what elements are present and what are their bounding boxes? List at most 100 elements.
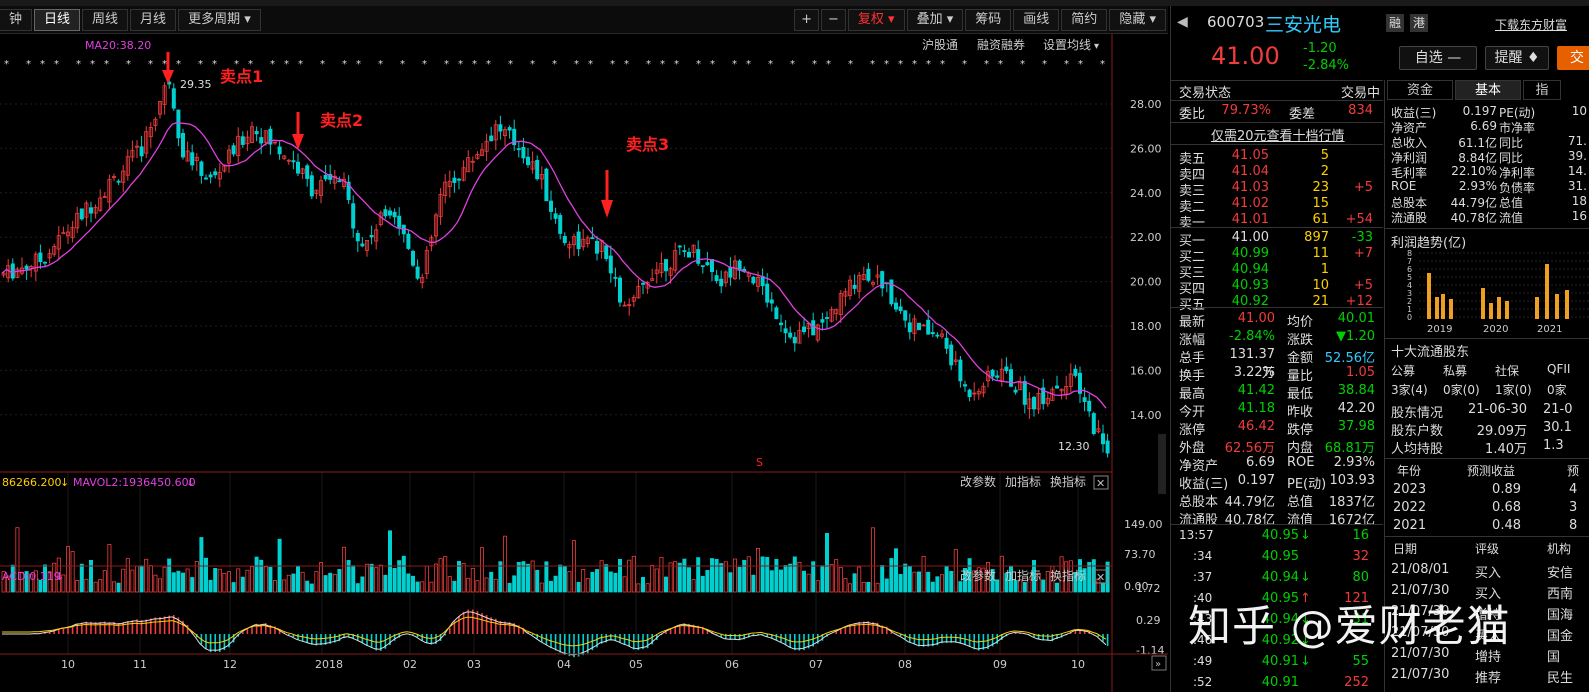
chips-button[interactable]: 筹码: [965, 8, 1012, 31]
macd-close-icon[interactable]: ✕: [1096, 571, 1105, 584]
vol-params-link[interactable]: 改参数: [960, 474, 996, 489]
time-axis-tick: 02: [403, 658, 417, 671]
bid-price: 40.99: [1231, 246, 1269, 261]
draw-line-button[interactable]: 画线: [1013, 8, 1060, 31]
volume-bar: [1101, 582, 1106, 593]
more-period-dropdown[interactable]: 更多周期 ▾: [178, 8, 261, 31]
ma-settings-caret[interactable]: ▾: [1094, 41, 1099, 52]
watermark: 知乎 @爱财老猫: [1188, 602, 1511, 652]
add-watchlist-button[interactable]: 自选 —: [1399, 46, 1477, 70]
volume-bar: [369, 563, 374, 593]
margin-tag[interactable]: 融: [1386, 14, 1404, 32]
zoom-out-button[interactable]: −: [820, 8, 846, 31]
vol-switch-indicator-link[interactable]: 换指标: [1050, 474, 1086, 489]
candle-body: [723, 271, 728, 284]
volume-bar: [171, 572, 176, 593]
volume-bar: [272, 580, 277, 593]
tab-fund[interactable]: 资金: [1387, 80, 1453, 100]
volume-bar: [121, 568, 126, 593]
star-marker: *: [732, 59, 737, 70]
candle-body: [990, 369, 995, 377]
macd-add-indicator-link[interactable]: 加指标: [1005, 568, 1041, 583]
volume-bar: [328, 572, 333, 593]
star-marker: *: [284, 59, 289, 70]
volume-axis-tick: 149.00: [1124, 518, 1163, 531]
candle-body: [659, 263, 664, 274]
hgt-link[interactable]: 沪股通: [922, 38, 958, 52]
hide-dropdown[interactable]: 隐藏 ▾: [1109, 8, 1166, 31]
download-link[interactable]: 下载东方财富: [1495, 18, 1568, 32]
tick-price: 40.91: [1261, 675, 1299, 690]
candle-body: [1022, 381, 1027, 405]
vol-close-button[interactable]: [1093, 475, 1109, 490]
volume-bar: [664, 576, 669, 593]
last-price: 41.00: [1211, 42, 1280, 70]
weicha-label: 委差: [1289, 107, 1316, 122]
star-marker: *: [234, 59, 239, 70]
restore-rights-dropdown[interactable]: 复权 ▾: [847, 8, 905, 31]
bid-level-label: 买三: [1179, 266, 1206, 281]
macd-params-link[interactable]: 改参数: [960, 568, 996, 583]
margin-link[interactable]: 融资融券: [977, 37, 1025, 52]
candle-body: [765, 283, 770, 303]
macd-close-button[interactable]: [1093, 569, 1109, 584]
candle-body: [1096, 428, 1101, 433]
star-marker: *: [552, 59, 557, 70]
vol-add-indicator-link[interactable]: 加指标: [1005, 474, 1041, 489]
volume-bar: [443, 556, 448, 593]
candle-body: [595, 240, 600, 254]
trade-button[interactable]: 交: [1557, 46, 1589, 70]
alert-button[interactable]: 提醒 ♦: [1485, 46, 1549, 70]
volume-bar: [834, 559, 839, 593]
candle-body: [10, 263, 15, 279]
candle-body: [687, 251, 692, 258]
sell-point-1-label: 卖点1: [220, 67, 263, 86]
time-axis-tick: 12: [223, 658, 237, 671]
macd-switch-indicator-link[interactable]: 换指标: [1050, 568, 1086, 583]
vol-close-icon[interactable]: ✕: [1096, 477, 1105, 490]
star-marker: *: [508, 59, 513, 70]
tab-index[interactable]: 指: [1523, 80, 1561, 100]
prev-stock-arrow[interactable]: ◀: [1177, 14, 1188, 30]
volume-bar: [24, 571, 29, 593]
candlestick-chart[interactable]: * * * * * * * * * * * * * * * * * * * * * * * * * * * * * * * * * * * * * * * *…: [0, 34, 1168, 692]
chart-scrollbar[interactable]: [1158, 434, 1166, 494]
volume-bar: [240, 576, 245, 593]
scroll-right-button[interactable]: [1151, 655, 1167, 671]
rating-value: 买入: [1475, 566, 1502, 581]
volume-bar: [576, 581, 581, 593]
monthly-tab[interactable]: 月线: [130, 8, 177, 31]
hk-tag[interactable]: 港: [1410, 14, 1428, 32]
minute-tab[interactable]: 钟: [0, 8, 33, 31]
daily-tab[interactable]: 日线: [34, 8, 81, 31]
volume-bar: [387, 530, 392, 593]
ask-volume: 15: [1312, 196, 1329, 211]
overlay-dropdown[interactable]: 叠加 ▾: [906, 8, 964, 31]
profit-bar: [1489, 303, 1493, 319]
simple-mode-button[interactable]: 简约: [1061, 8, 1108, 31]
volume-bar: [1082, 568, 1087, 593]
volume-bar: [268, 566, 273, 593]
zoom-in-button[interactable]: +: [794, 8, 819, 31]
volume-bar: [953, 549, 958, 593]
volume-bar: [940, 574, 945, 593]
ma-settings-link[interactable]: 设置均线: [1043, 38, 1091, 52]
volume-bar: [618, 558, 623, 593]
candle-body: [875, 274, 880, 278]
candle-body: [907, 322, 912, 333]
volume-bar: [696, 557, 701, 593]
volume-bar: [134, 565, 139, 593]
chevron-right-icon[interactable]: »: [1155, 659, 1161, 670]
volume-bar: [544, 561, 549, 593]
star-marker: *: [884, 59, 889, 70]
volume-bar: [521, 561, 526, 593]
candle-body: [493, 124, 498, 141]
weekly-tab[interactable]: 周线: [82, 8, 129, 31]
volume-bar: [66, 546, 71, 593]
profit-axis-tick: 3: [1407, 289, 1412, 298]
chart-area[interactable]: * * * * * * * * * * * * * * * * * * * * * * * * * * * * * * * * * * * * * * * *…: [0, 34, 1168, 692]
level10-link[interactable]: 仅需20元查看十档行情: [1211, 129, 1345, 144]
volume-bar: [756, 547, 761, 593]
candle-body: [590, 237, 595, 240]
tab-basic[interactable]: 基本: [1455, 80, 1521, 100]
